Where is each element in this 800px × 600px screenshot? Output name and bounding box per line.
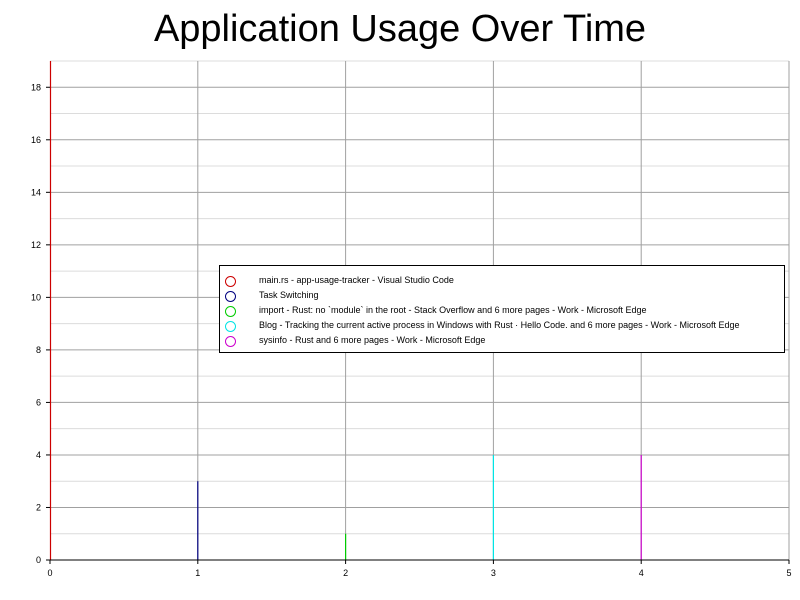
y-tick-label: 14 xyxy=(31,187,41,197)
x-tick-label: 5 xyxy=(786,568,791,578)
legend-label: import - Rust: no `module` in the root -… xyxy=(259,305,647,315)
legend-marker-icon xyxy=(225,321,236,332)
chart-title: Application Usage Over Time xyxy=(153,8,647,50)
y-tick-label: 2 xyxy=(36,502,41,512)
x-tick-label: 1 xyxy=(195,568,200,578)
y-tick-label: 12 xyxy=(31,240,41,250)
legend-item: main.rs - app-usage-tracker - Visual Stu… xyxy=(220,274,784,289)
x-tick-label: 3 xyxy=(491,568,496,578)
x-tick-label: 2 xyxy=(343,568,348,578)
legend-item: sysinfo - Rust and 6 more pages - Work -… xyxy=(220,334,784,349)
y-tick-label: 4 xyxy=(36,450,41,460)
y-tick-label: 18 xyxy=(31,82,41,92)
y-tick-label: 8 xyxy=(36,345,41,355)
y-tick-label: 0 xyxy=(36,555,41,565)
legend-item: import - Rust: no `module` in the root -… xyxy=(220,304,784,319)
axes xyxy=(46,86,790,564)
legend-item: Blog - Tracking the current active proce… xyxy=(220,319,784,334)
legend-marker-icon xyxy=(225,276,236,287)
legend-item: Task Switching xyxy=(220,289,784,304)
y-tick-label: 10 xyxy=(31,292,41,302)
x-tick-label: 4 xyxy=(639,568,644,578)
x-tick-label: 0 xyxy=(47,568,52,578)
y-tick-label: 16 xyxy=(31,135,41,145)
legend: main.rs - app-usage-tracker - Visual Stu… xyxy=(219,265,785,353)
legend-marker-icon xyxy=(225,306,236,317)
legend-marker-icon xyxy=(225,291,236,302)
data-bars xyxy=(49,61,642,560)
legend-label: Blog - Tracking the current active proce… xyxy=(259,320,740,330)
legend-label: sysinfo - Rust and 6 more pages - Work -… xyxy=(259,335,486,345)
legend-label: main.rs - app-usage-tracker - Visual Stu… xyxy=(259,275,454,285)
y-tick-label: 6 xyxy=(36,397,41,407)
legend-marker-icon xyxy=(225,336,236,347)
legend-label: Task Switching xyxy=(259,290,319,300)
